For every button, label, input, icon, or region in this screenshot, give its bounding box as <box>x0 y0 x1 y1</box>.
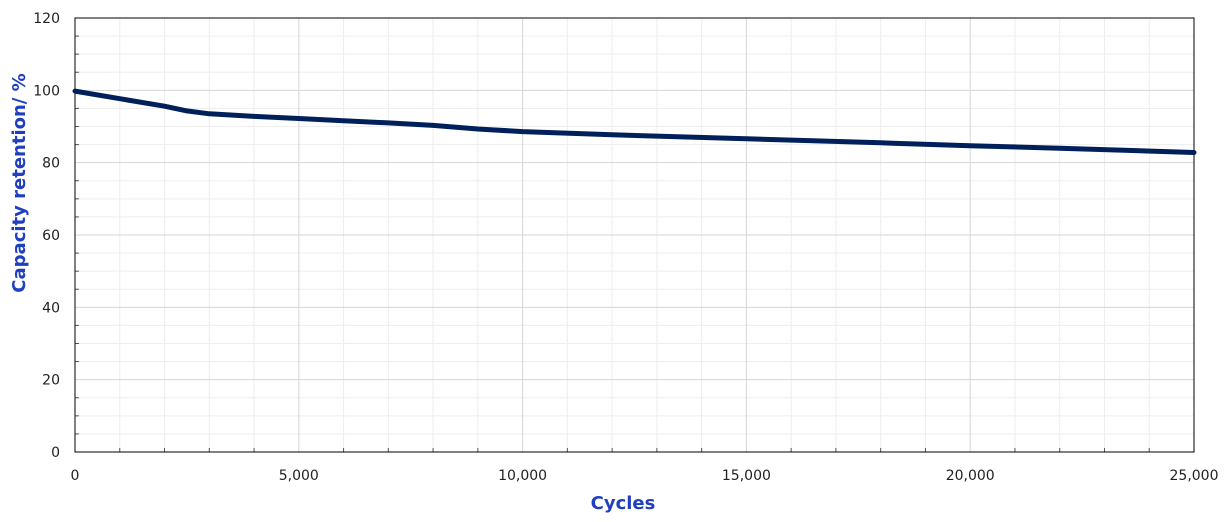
y-tick-label: 100 <box>33 83 60 99</box>
y-tick-label: 120 <box>33 11 60 27</box>
x-tick-label: 10,000 <box>498 468 547 484</box>
x-tick-label: 5,000 <box>279 468 319 484</box>
plot-frame <box>74 17 1195 453</box>
tick-labels: 0 5,000 10,000 15,000 20,000 25,000 0 20 40 60 80 1… <box>33 11 1218 484</box>
axes <box>74 17 1195 453</box>
x-tick-label: 0 <box>71 468 80 484</box>
series-layer <box>72 88 1197 155</box>
series-line-capacity-retention <box>72 88 1197 155</box>
x-tick-label: 15,000 <box>722 468 771 484</box>
y-axis-title: Capacity retention/ % <box>9 73 30 292</box>
y-tick-label: 0 <box>51 445 60 461</box>
y-tick-label: 60 <box>42 228 60 244</box>
y-tick-label: 20 <box>42 373 60 389</box>
y-tick-label: 40 <box>42 300 60 316</box>
x-axis-title: Cycles <box>591 493 656 514</box>
major-gridlines <box>74 17 1195 453</box>
x-tick-label: 25,000 <box>1170 468 1219 484</box>
y-tick-label: 80 <box>42 156 60 172</box>
x-tick-label: 20,000 <box>946 468 995 484</box>
